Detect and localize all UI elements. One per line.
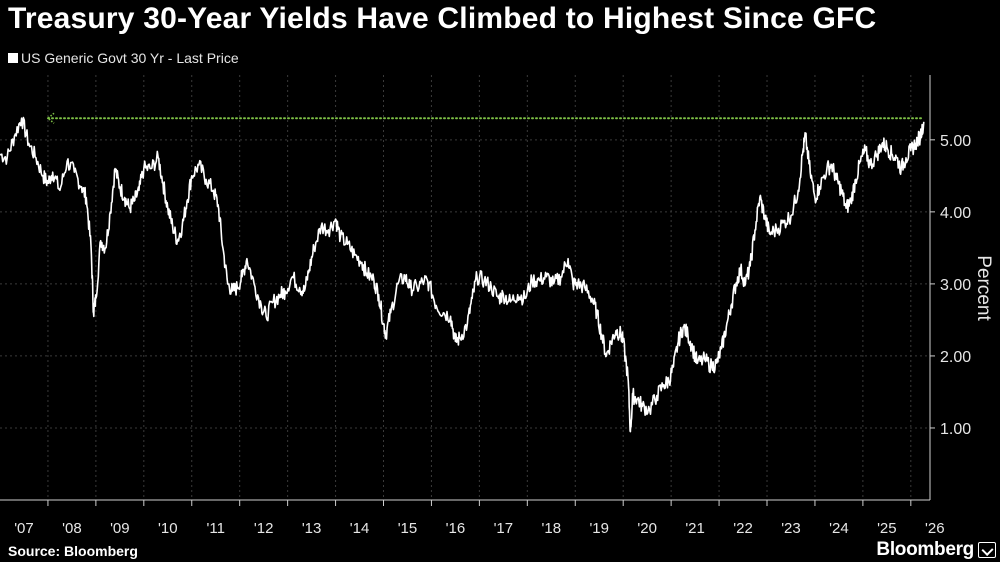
brand-wordmark: Bloomberg <box>876 539 974 560</box>
reference-arrow-icon <box>46 112 55 124</box>
brand-logo-icon <box>978 542 996 558</box>
reference-line <box>46 112 925 124</box>
x-tick-label: '26 <box>925 520 945 537</box>
x-tick-label: '15 <box>398 520 418 537</box>
x-tick-label: '17 <box>494 520 514 537</box>
x-tick-label: '20 <box>637 520 657 537</box>
series-line <box>0 116 925 433</box>
y-axis-title: Percent <box>973 255 994 321</box>
gridlines <box>0 75 930 500</box>
y-axis: 1.00 2.00 3.00 4.00 5.00 Percent <box>929 75 994 500</box>
x-tick-label: '25 <box>877 520 897 537</box>
source-note: Source: Bloomberg <box>8 543 138 559</box>
x-tick-label: '10 <box>158 520 178 537</box>
x-tick-label: '09 <box>110 520 130 537</box>
x-tick-label: '21 <box>685 520 705 537</box>
legend: US Generic Govt 30 Yr - Last Price <box>8 50 239 66</box>
x-tick-label: '24 <box>829 520 849 537</box>
x-tick-label: '16 <box>446 520 466 537</box>
y-tick-label: 2.00 <box>940 349 971 366</box>
x-axis: '07 '08 '09 '10 '11 '12 '13 '14 '15 '16 '17 '18 '19 '… <box>0 499 945 537</box>
y-tick-label: 3.00 <box>940 277 971 294</box>
x-tick-label: '18 <box>542 520 562 537</box>
x-tick-label: '08 <box>62 520 82 537</box>
chart-title: Treasury 30-Year Yields Have Climbed to … <box>8 2 877 35</box>
y-tick-label: 1.00 <box>940 421 971 438</box>
legend-swatch <box>8 53 18 63</box>
x-tick-label: '22 <box>733 520 753 537</box>
x-tick-label: '07 <box>14 520 34 537</box>
x-tick-label: '12 <box>254 520 274 537</box>
x-tick-label: '11 <box>207 520 225 537</box>
y-tick-label: 5.00 <box>940 133 971 150</box>
x-tick-label: '14 <box>350 520 370 537</box>
legend-label: US Generic Govt 30 Yr - Last Price <box>21 50 239 66</box>
x-tick-label: '13 <box>302 520 322 537</box>
x-tick-label: '23 <box>781 520 801 537</box>
y-tick-label: 4.00 <box>940 205 971 222</box>
series-path-30yr-yield <box>0 116 925 433</box>
x-tick-label: '19 <box>589 520 609 537</box>
